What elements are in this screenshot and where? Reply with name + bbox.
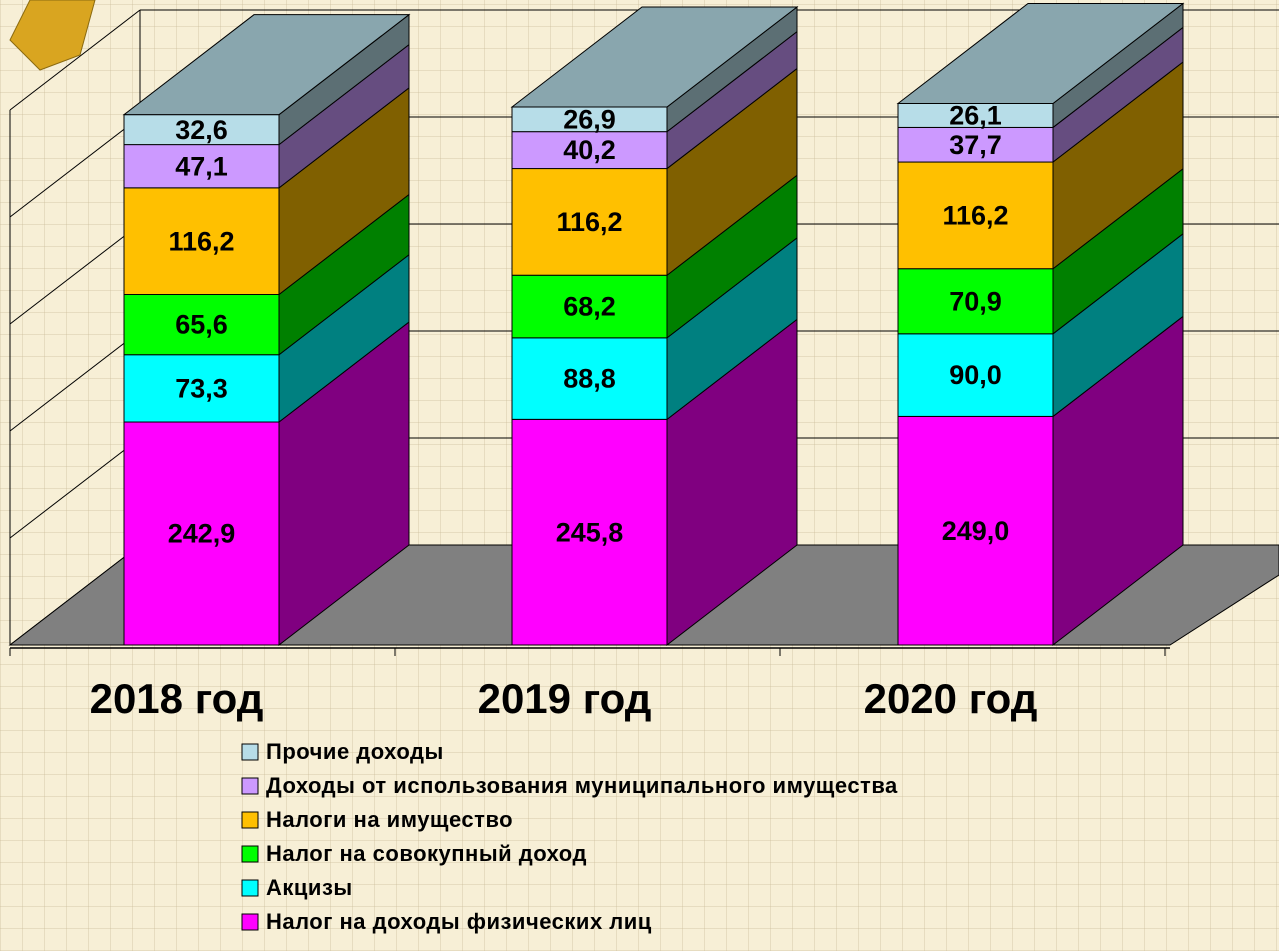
bar-top: [896, 2, 1185, 104]
bar-segment: [511, 168, 668, 276]
bars: [122, 2, 1185, 647]
data-label: 245,8: [556, 517, 624, 547]
wall-grid-line: [9, 330, 141, 432]
bar-segment: [897, 126, 1054, 163]
wall-edge: [9, 9, 141, 111]
data-label: 70,9: [949, 286, 1002, 316]
wall-grid-line: [9, 437, 141, 539]
legend-label: Налог на совокупный доход: [266, 841, 587, 866]
data-label: 26,1: [949, 101, 1002, 131]
x-ticks: [9, 648, 1166, 656]
bar-segment: [511, 418, 668, 646]
data-label: 68,2: [563, 292, 616, 322]
legend-swatch: [241, 811, 259, 829]
wall-grid-line: [9, 116, 141, 218]
legend-swatch: [241, 743, 259, 761]
bar-segment: [897, 268, 1054, 335]
gold-icon: [9, 0, 96, 71]
x-tick-label: 2018 год: [90, 675, 264, 722]
data-label: 73,3: [175, 373, 228, 403]
data-label: 116,2: [942, 201, 1008, 231]
bar-top: [122, 14, 411, 116]
data-label: 116,2: [168, 226, 234, 256]
bar-segment: [897, 161, 1054, 270]
data-label: 88,8: [563, 364, 616, 394]
bar-segment: [123, 114, 280, 146]
data-label: 242,9: [168, 519, 236, 549]
legend-swatch: [241, 879, 259, 897]
data-label: 32,6: [175, 115, 228, 145]
bar-segment: [511, 131, 668, 170]
bar-segment: [123, 294, 280, 356]
legend-swatch: [241, 845, 259, 863]
legend-swatch: [241, 913, 259, 931]
data-label: 249,0: [942, 516, 1010, 546]
labels: 242,9 73,3 65,6 116,2 47,1 32,6 2018 год 245,8 8…: [90, 101, 1038, 723]
legend: Прочие доходы Доходы от использования мун…: [241, 739, 898, 934]
legend-label: Акцизы: [266, 875, 353, 900]
legend-swatch: [241, 777, 259, 795]
legend-label: Налоги на имущество: [266, 807, 513, 832]
legend-label: Налог на доходы физических лиц: [266, 909, 652, 934]
wall-grid-line: [9, 223, 141, 325]
bar-segment: [897, 415, 1054, 646]
bar-segment: [897, 333, 1054, 417]
bar-top: [510, 6, 799, 108]
x-tick-label: 2019 год: [478, 675, 652, 722]
bar-segment: [123, 421, 280, 646]
data-label: 26,9: [563, 104, 616, 134]
data-label: 40,2: [563, 135, 616, 165]
legend-label: Доходы от использования муниципального и…: [266, 773, 898, 798]
legend-label: Прочие доходы: [266, 739, 444, 764]
bar-segment: [511, 274, 668, 339]
data-label: 90,0: [949, 360, 1002, 390]
data-label: 65,6: [175, 310, 228, 340]
x-tick-label: 2020 год: [864, 675, 1038, 722]
data-label: 47,1: [175, 151, 228, 181]
data-label: 37,7: [949, 130, 1002, 160]
bar-segment: [511, 337, 668, 420]
data-label: 116,2: [556, 207, 622, 237]
